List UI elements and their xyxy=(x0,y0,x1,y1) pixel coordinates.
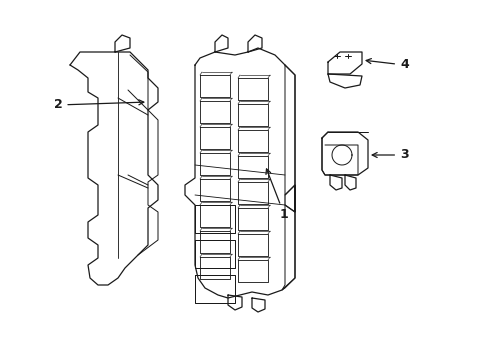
Text: 3: 3 xyxy=(371,148,408,162)
Text: 2: 2 xyxy=(54,99,143,112)
Text: 1: 1 xyxy=(265,169,288,221)
Text: 4: 4 xyxy=(366,58,408,72)
